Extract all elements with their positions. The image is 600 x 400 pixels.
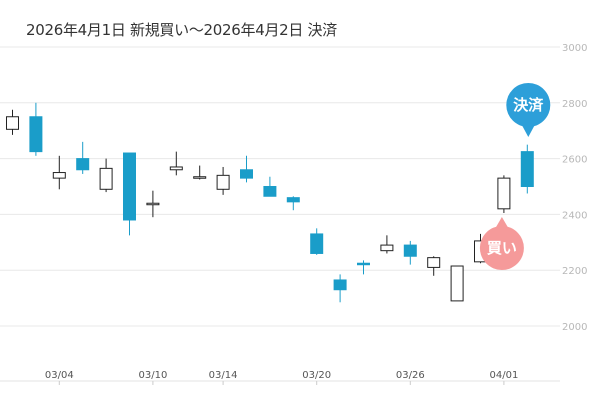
buy-marker-bubble [479, 226, 524, 270]
y-tick-label: 2200 [562, 266, 587, 277]
y-tick-label: 2400 [562, 210, 587, 221]
candle-body [497, 177, 511, 210]
candle-body [403, 244, 417, 257]
candle-body [263, 186, 277, 197]
candle-body [6, 116, 19, 130]
candle-body [240, 169, 253, 179]
y-tick-label: 2800 [562, 99, 587, 110]
settle-marker-label: 決済 [513, 96, 544, 114]
x-tick-label: 03/04 [45, 370, 74, 381]
candle [76, 141, 90, 174]
buy-marker-pointer [494, 217, 509, 229]
candle-body [380, 244, 394, 252]
candle [263, 176, 277, 197]
y-tick-label: 2000 [562, 322, 587, 333]
candle [403, 240, 417, 265]
buy-marker-label: 買い [487, 239, 517, 257]
candle-body [146, 202, 160, 206]
candle [520, 144, 534, 194]
candle [123, 152, 136, 236]
x-tick-label: 04/01 [489, 370, 518, 381]
candle [357, 260, 370, 275]
candle [497, 175, 511, 214]
candle [216, 166, 230, 195]
candle-body [427, 257, 441, 268]
candle-body [450, 265, 464, 302]
candle-body [333, 279, 347, 291]
candle [99, 158, 113, 193]
candle [286, 196, 300, 211]
candle [333, 274, 347, 303]
y-tick-label: 2600 [562, 155, 587, 166]
candle [450, 265, 464, 302]
x-tick-label: 03/20 [302, 370, 331, 381]
candle [29, 102, 43, 156]
candle-body [29, 116, 43, 153]
candle [193, 165, 207, 180]
candle [310, 228, 324, 255]
settle-marker: 決済 [506, 83, 551, 137]
candle-body [99, 167, 113, 190]
x-tick-label: 03/10 [138, 370, 167, 381]
candle-body [216, 174, 230, 190]
candle-body [357, 262, 370, 266]
candle-body [123, 152, 136, 221]
x-tick-label: 03/14 [209, 370, 238, 381]
candle [52, 155, 66, 190]
candle-body [52, 172, 66, 179]
candle [427, 256, 441, 276]
y-tick-label: 3000 [562, 43, 587, 54]
candle [380, 235, 394, 254]
candle-body [193, 176, 207, 179]
candle [240, 155, 253, 183]
settle-marker-pointer [521, 124, 536, 137]
candle-body [76, 158, 90, 171]
candle [146, 190, 160, 218]
candle [169, 151, 183, 176]
candle-body [286, 197, 300, 203]
candle-body [520, 151, 534, 187]
candle-body [169, 166, 183, 171]
candle [6, 109, 19, 135]
settle-marker-bubble [506, 83, 551, 127]
chart-title: 2026年4月1日 新規買い〜2026年4月2日 決済 [26, 21, 337, 39]
candle-body [310, 233, 324, 254]
x-tick-label: 03/26 [396, 370, 425, 381]
buy-marker: 買い [479, 217, 524, 270]
